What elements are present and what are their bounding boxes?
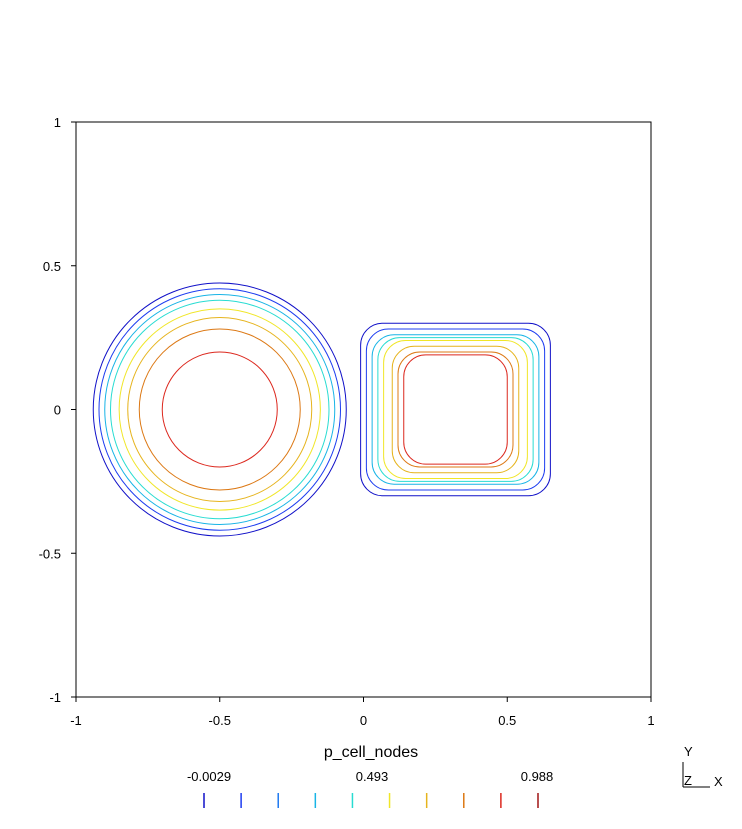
contour-circle-level-1 (98, 288, 341, 531)
contour-square-level-0 (360, 322, 551, 497)
contour-square-level-3 (377, 337, 534, 482)
orientation-y-label: Y (684, 744, 693, 759)
contour-circle-level-0 (92, 282, 347, 537)
orientation-x-label: X (714, 774, 723, 789)
legend-mid-label: 0.493 (355, 769, 389, 784)
legend-swatches (203, 793, 539, 808)
y-tick-label: 0.5 (43, 259, 61, 274)
contour-square-level-1 (365, 328, 546, 491)
y-tick-label: -0.5 (39, 546, 61, 561)
contour-square-level-2 (371, 334, 540, 485)
contour-square-level-7 (403, 354, 508, 465)
x-tick-label: 0 (360, 713, 367, 728)
contour-square-level-5 (391, 345, 520, 474)
x-axis-ticks: -1 -0.5 0 0.5 1 (70, 697, 655, 728)
x-tick-label: -0.5 (209, 713, 231, 728)
y-tick-label: -1 (49, 690, 61, 705)
legend-min-label: -0.0029 (186, 769, 232, 784)
contour-circle-level-2 (104, 294, 336, 525)
x-tick-label: 0.5 (498, 713, 516, 728)
contour-circle-level-5 (127, 317, 313, 502)
legend-title: p_cell_nodes (323, 744, 419, 761)
legend-max-label: 0.988 (520, 769, 554, 784)
contour-circle-level-4 (118, 308, 321, 511)
contour-circle-level-6 (138, 328, 301, 491)
contour-square-level-4 (383, 340, 528, 479)
contour-circle-level-7 (161, 351, 278, 468)
contour-circle-level-3 (110, 299, 330, 520)
orientation-axes: Y Z X (682, 744, 723, 789)
contour-lines (92, 282, 551, 537)
x-tick-label: -1 (70, 713, 82, 728)
orientation-z-label: Z (684, 773, 692, 788)
contour-square-level-6 (397, 351, 514, 468)
x-tick-label: 1 (647, 713, 654, 728)
y-tick-label: 0 (54, 403, 61, 418)
y-tick-label: 1 (54, 115, 61, 130)
y-axis-ticks: -1 -0.5 0 0.5 1 (39, 115, 76, 705)
